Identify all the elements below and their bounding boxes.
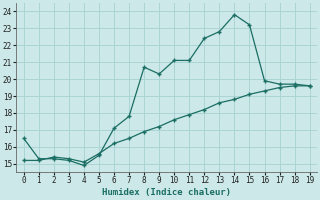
X-axis label: Humidex (Indice chaleur): Humidex (Indice chaleur) bbox=[102, 188, 231, 197]
